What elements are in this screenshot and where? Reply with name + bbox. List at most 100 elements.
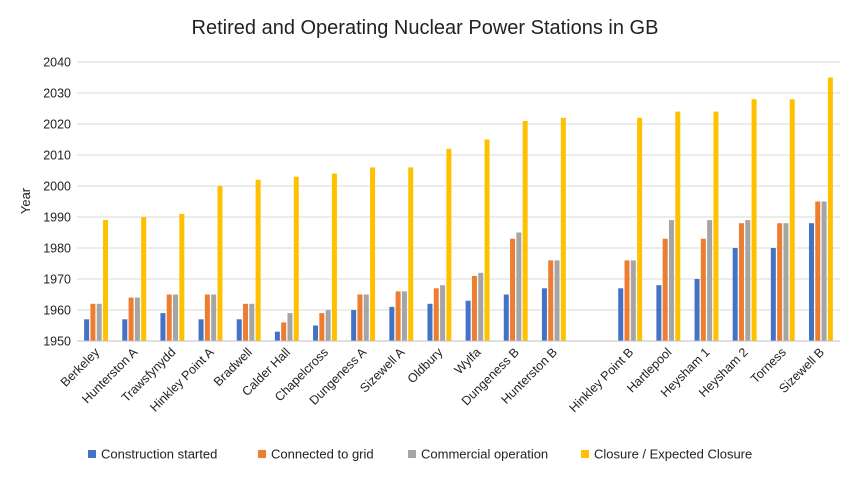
legend-item: Construction started [88,447,217,462]
legend-label: Closure / Expected Closure [594,447,752,462]
bar [637,117,643,341]
bar [274,331,280,341]
y-tick-label: 2030 [43,87,71,101]
y-tick-label: 2010 [43,149,71,163]
bar [408,167,414,341]
bar [700,238,706,341]
bar [821,201,827,341]
bar [522,120,528,342]
bar [357,294,363,341]
bar [141,217,147,341]
bar [128,297,134,341]
bar [560,117,566,341]
bar [732,248,738,341]
bar [319,313,325,341]
bars [84,77,833,342]
bar [745,220,751,341]
bar [395,291,401,341]
bar [668,220,674,341]
bar [313,325,319,341]
bar [427,303,433,341]
bar [789,99,795,341]
bar [656,285,662,341]
bar [103,220,109,341]
bar [478,272,484,341]
bar [90,303,96,341]
bar [389,306,395,341]
y-tick-label: 1990 [43,211,71,225]
legend-item: Connected to grid [258,447,374,462]
bar [465,300,471,341]
legend-item: Commercial operation [408,447,548,462]
legend-item: Closure / Expected Closure [581,447,752,462]
legend-label: Commercial operation [421,447,548,462]
x-tick-label: Wylfa [452,345,484,377]
bar [554,260,560,341]
bar [401,291,407,341]
bar [516,232,522,341]
legend-swatch [258,450,266,458]
y-tick-label: 1970 [43,273,71,287]
bar [217,186,223,341]
bar [249,303,255,341]
bar [325,310,331,341]
legend: Construction started Connected to grid Com… [88,447,752,462]
bar [777,223,783,341]
bar [166,294,172,341]
bar [484,139,490,341]
bar [541,288,547,341]
bar [433,288,439,341]
bar [122,319,128,341]
legend-swatch [408,450,416,458]
y-tick-label: 2000 [43,180,71,194]
bar [331,173,337,341]
bar [370,167,376,341]
bar [738,223,744,341]
bar [751,99,757,341]
bar [503,294,509,341]
bar [96,303,102,341]
y-tick-label: 2020 [43,118,71,132]
bar [179,213,185,341]
bar [707,220,713,341]
bar [548,260,554,341]
y-tick-label: 1960 [43,304,71,318]
bar [293,176,299,341]
legend-swatch [88,450,96,458]
bar [84,319,90,341]
bar [198,319,204,341]
bar [173,294,179,341]
bar [827,77,833,341]
bar [243,303,249,341]
y-axis-label: Year [18,187,33,214]
bar [134,297,140,341]
bar [694,279,700,341]
bar [630,260,636,341]
bar [770,248,776,341]
bar [471,275,477,341]
bar [440,285,446,341]
bar [446,148,452,341]
bar [204,294,210,341]
gridlines [77,61,840,311]
bar [363,294,369,341]
bar [662,238,668,341]
bar [287,313,293,341]
bar [255,179,261,341]
legend-label: Construction started [101,447,217,462]
legend-swatch [581,450,589,458]
chart-title: Retired and Operating Nuclear Power Stat… [192,17,659,39]
legend-label: Connected to grid [271,447,374,462]
x-tick-label: Oldbury [405,345,446,386]
bar [160,313,166,341]
y-tick-label: 1980 [43,242,71,256]
y-tick-label: 2040 [43,56,71,70]
bar [236,319,242,341]
y-tick-labels: 1950 1960 1970 1980 1990 2000 2010 2020 2030 2040 [43,56,71,349]
bar [713,111,719,341]
bar [783,223,789,341]
bar [351,310,357,341]
bar [618,288,624,341]
